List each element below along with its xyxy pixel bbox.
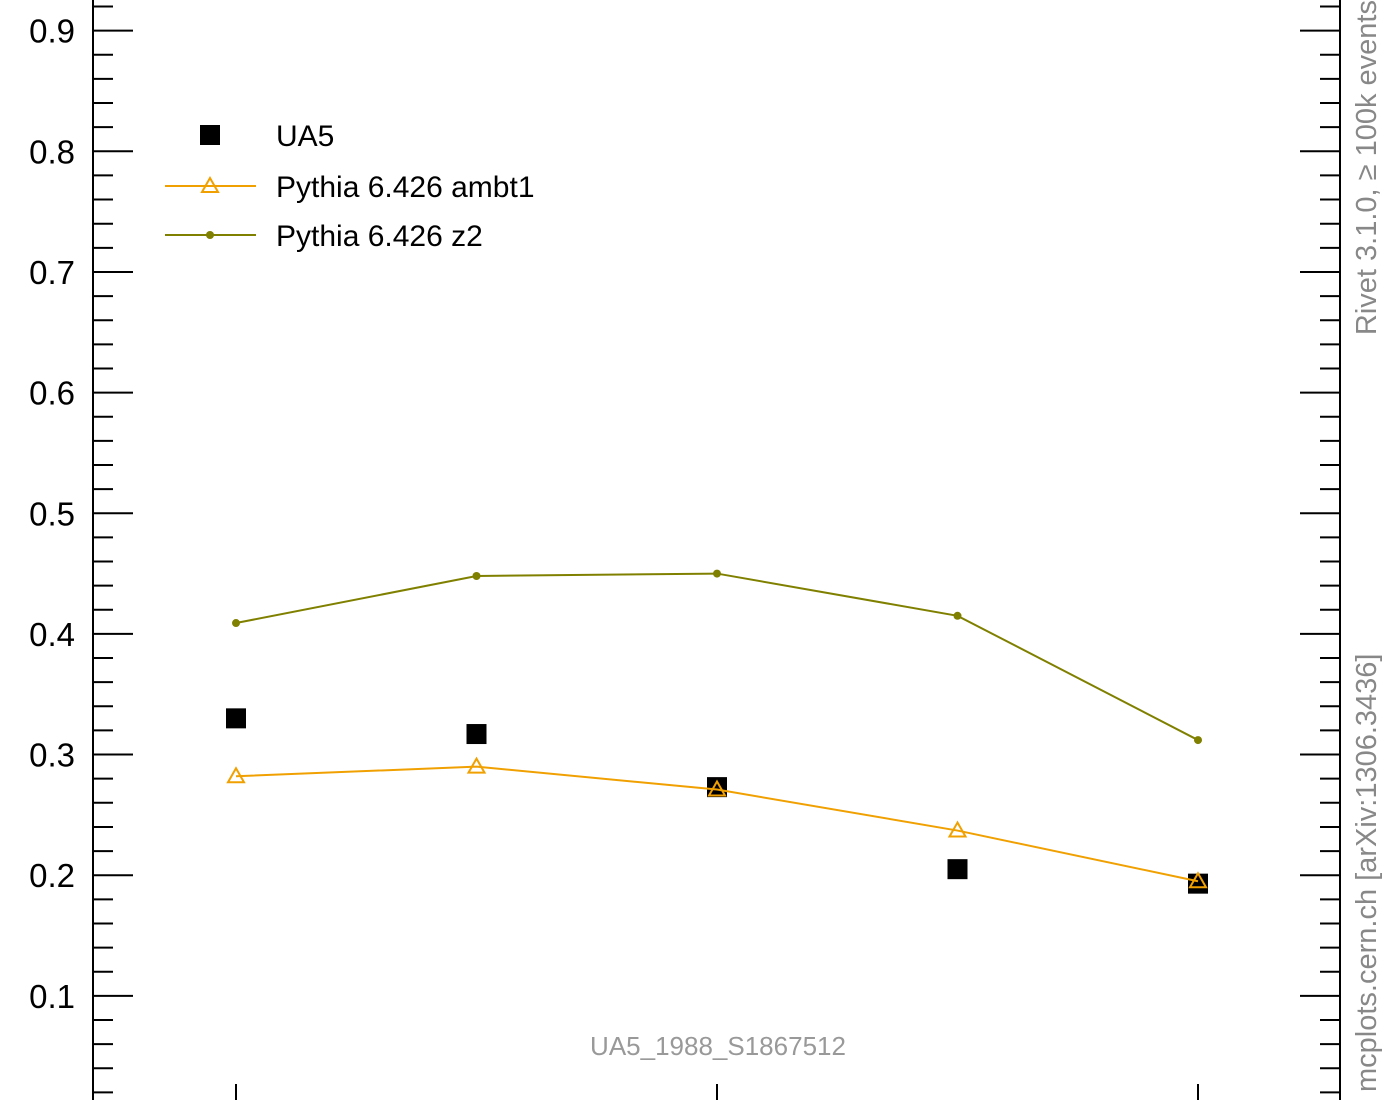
data-point-dot [1194,736,1202,745]
series-0 [226,708,1208,894]
legend-label: Pythia 6.426 z2 [276,220,483,253]
y-tick-label: 0.3 [29,737,75,774]
y-tick-label: 0.9 [29,13,75,50]
analysis-watermark: UA5_1988_S1867512 [590,1031,846,1061]
y-tick-label: 0.8 [29,133,75,170]
series-2 [232,569,1202,745]
data-point-dot [713,569,721,578]
mcplots-source-label: mcplots.cern.ch [arXiv:1306.3436] [1351,654,1383,1092]
data-point-square [1188,873,1208,894]
x-axis [235,1084,1199,1100]
data-point-square [466,724,487,745]
legend: UA5 Pythia 6.426 ambt1 Pythia 6.426 z2 [165,120,535,253]
series-1 [226,756,1208,889]
y-tick-label: 0.5 [29,495,75,532]
data-point-dot [472,571,481,580]
data-point-triangle [466,756,487,774]
rivet-version-label: Rivet 3.1.0, ≥ 100k events [1351,0,1383,335]
y-tick-label: 0.4 [29,616,75,653]
series-line [235,765,1199,883]
data-point-triangle [1188,871,1208,889]
legend-marker-square [200,125,220,145]
data-point-triangle [707,779,727,797]
data-point-triangle [947,820,968,838]
series-layer [226,569,1208,894]
y-tick-label: 0.6 [29,375,75,412]
y-axis: 0.1 0.2 0.3 0.4 0.5 0.6 0.7 0.8 0.9 [29,5,1340,1094]
legend-label: Pythia 6.426 ambt1 [276,171,535,204]
plot-frame [92,0,1341,1100]
legend-label: UA5 [276,120,334,153]
series-line [235,572,1199,741]
data-point-dot [953,611,962,620]
data-point-square [226,708,246,729]
data-point-triangle [226,766,246,784]
y-tick-label: 0.7 [29,254,75,291]
y-tick-label: 0.1 [29,978,75,1015]
legend-marker-dot [206,231,214,239]
y-tick-label: 0.2 [29,857,75,894]
data-point-dot [232,619,240,628]
data-point-square [947,859,968,880]
legend-marker-triangle [200,175,220,193]
